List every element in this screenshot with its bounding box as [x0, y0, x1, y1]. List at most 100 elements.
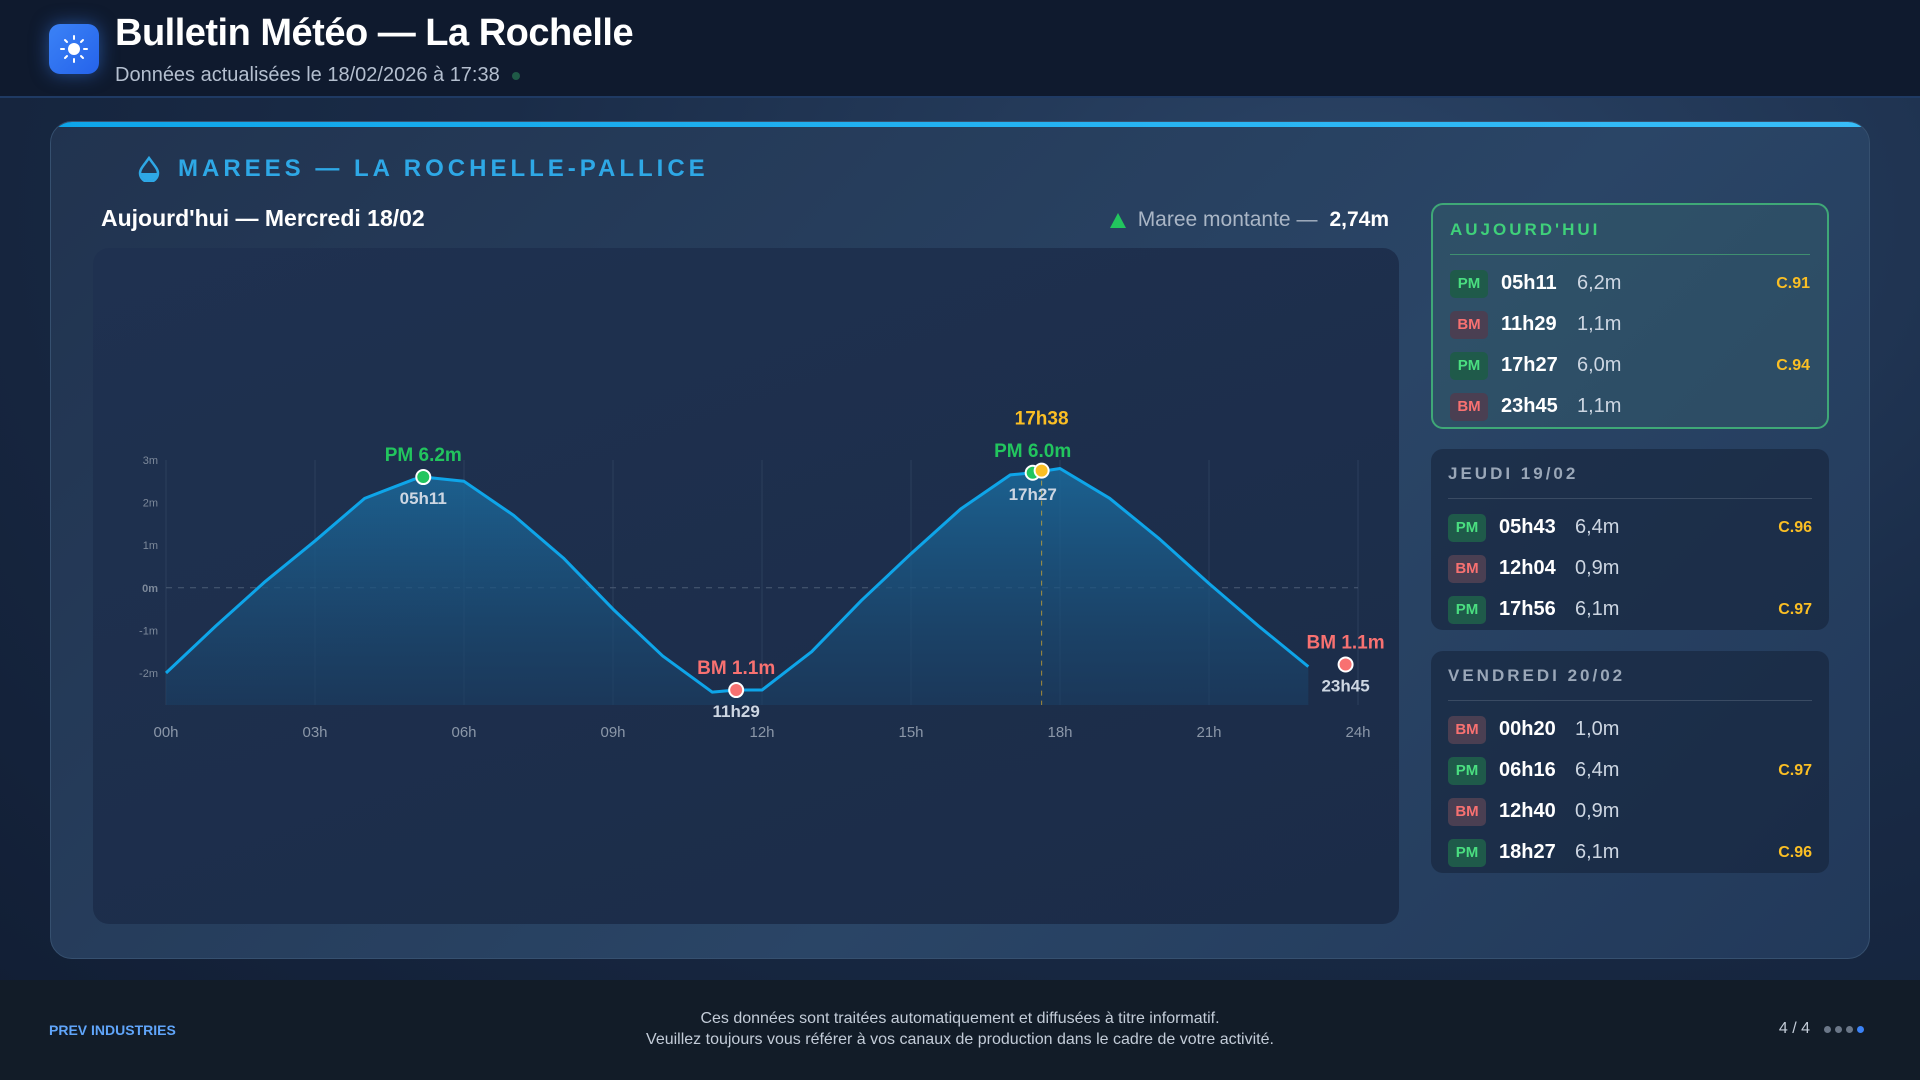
- tide-time: 23h45: [1501, 395, 1558, 417]
- x-tick-label: 15h: [898, 724, 923, 741]
- tide-chart-svg: 00h 03h 06h 09h 12h 15h 18h 21h 24h 3m 2m 1m 0m -1m -2…: [139, 409, 1385, 741]
- y-tick-label: 0m: [142, 583, 158, 595]
- tide-marker-bm: [728, 682, 745, 699]
- section-title: MAREES — LA ROCHELLE-PALLICE: [138, 155, 709, 183]
- tide-coefficient: C.96: [1778, 518, 1812, 536]
- tide-type-badge: PM: [1450, 351, 1488, 380]
- disclaimer: Ces données sont traitées automatiquemen…: [0, 1008, 1920, 1050]
- tide-height: 0,9m: [1575, 800, 1620, 822]
- tide-time: 00h20: [1499, 718, 1556, 740]
- disclaimer-line-2: Veuillez toujours vous référer à vos can…: [646, 1031, 1274, 1048]
- last-updated-text: Données actualisées le 18/02/2026 à 17:3…: [115, 64, 500, 86]
- tide-time: 06h16: [1499, 759, 1556, 781]
- page-dot[interactable]: [1824, 1025, 1831, 1033]
- tide-time: 12h04: [1499, 557, 1556, 579]
- tide-height: 1,0m: [1575, 718, 1620, 740]
- x-tick-label: 18h: [1047, 724, 1072, 741]
- page-number: 4 / 4: [1778, 1020, 1810, 1037]
- day-title: Aujourd'hui — Mercredi 18/02: [101, 205, 425, 231]
- tide-area: [166, 468, 1309, 705]
- tide-type-badge: BM: [1448, 715, 1486, 744]
- tide-marker-label: PM 6.0m: [994, 441, 1071, 462]
- live-indicator: [511, 71, 520, 80]
- tide-time: 12h40: [1499, 800, 1556, 822]
- tide-marker-pm: [415, 469, 432, 486]
- footer: PREV INDUSTRIES Ces données sont traitée…: [0, 980, 1920, 1080]
- tide-type-badge: PM: [1448, 756, 1486, 785]
- disclaimer-line-1: Ces données sont traitées automatiquemen…: [700, 1010, 1220, 1027]
- tide-marker-bm: [1337, 656, 1354, 673]
- tide-row: PM 05h43 6,4m C.96: [1448, 507, 1812, 548]
- tide-type-badge: PM: [1450, 269, 1488, 298]
- tide-marker-time: 11h29: [713, 702, 760, 721]
- tide-marker-time: 23h45: [1321, 676, 1369, 695]
- card-friday: VENDREDI 20/02 BM 00h20 1,0m PM 06h16 6,4m C.9…: [1431, 651, 1829, 873]
- tide-marker-label: PM 6.2m: [385, 445, 462, 466]
- tide-type-badge: PM: [1448, 838, 1486, 867]
- x-tick-label: 21h: [1196, 724, 1221, 741]
- card-title: JEUDI 19/02: [1448, 449, 1812, 499]
- tide-row: BM 12h04 0,9m: [1448, 548, 1812, 589]
- x-tick-label: 00h: [153, 724, 178, 741]
- page-dot[interactable]: [1846, 1025, 1853, 1033]
- page-title: Bulletin Météo — La Rochelle: [115, 12, 634, 54]
- tide-time: 17h56: [1499, 598, 1556, 620]
- now-marker-label: 17h38: [1015, 409, 1069, 430]
- sun-icon: [49, 24, 99, 74]
- x-tick-label: 03h: [302, 724, 327, 741]
- tide-time: 17h27: [1501, 354, 1558, 376]
- tide-height: 6,2m: [1577, 272, 1622, 294]
- tide-height: 6,4m: [1575, 759, 1620, 781]
- trend-value: 2,74m: [1329, 208, 1389, 231]
- tide-type-badge: PM: [1448, 513, 1486, 542]
- tide-row: PM 18h27 6,1m C.96: [1448, 832, 1812, 873]
- x-tick-label: 09h: [600, 724, 625, 741]
- tide-chart: 00h 03h 06h 09h 12h 15h 18h 21h 24h 3m 2m 1m 0m -1m -2…: [93, 248, 1399, 924]
- tide-type-badge: BM: [1448, 554, 1486, 583]
- page-dot[interactable]: [1835, 1025, 1842, 1033]
- header: Bulletin Météo — La Rochelle Données act…: [0, 0, 1920, 98]
- tide-type-badge: BM: [1450, 392, 1488, 421]
- y-tick-label: 3m: [143, 455, 158, 467]
- tide-type-badge: BM: [1448, 797, 1486, 826]
- tide-trend: Maree montante — 2,74m: [1109, 208, 1389, 232]
- y-tick-label: 1m: [143, 540, 158, 552]
- card-thursday: JEUDI 19/02 PM 05h43 6,4m C.96 BM 12h04 0,9m PM…: [1431, 449, 1829, 630]
- section-title-text: MAREES — LA ROCHELLE-PALLICE: [178, 155, 709, 182]
- tide-time: 05h11: [1501, 272, 1557, 294]
- tide-marker-label: BM 1.1m: [1307, 632, 1385, 653]
- tide-coefficient: C.97: [1778, 761, 1812, 779]
- tide-row: PM 06h16 6,4m C.97: [1448, 750, 1812, 791]
- tide-height: 6,1m: [1575, 598, 1620, 620]
- tide-height: 1,1m: [1577, 313, 1622, 335]
- tide-row: PM 17h56 6,1m C.97: [1448, 589, 1812, 630]
- tide-row: BM 00h20 1,0m: [1448, 709, 1812, 750]
- tide-height: 6,4m: [1575, 516, 1620, 538]
- tide-height: 6,1m: [1575, 841, 1620, 863]
- page-dot[interactable]: [1857, 1025, 1864, 1033]
- y-tick-label: -1m: [139, 625, 158, 637]
- tide-time: 18h27: [1499, 841, 1556, 863]
- rising-arrow-icon: [1109, 212, 1126, 228]
- tides-panel: MAREES — LA ROCHELLE-PALLICE Aujourd'hui…: [50, 121, 1870, 959]
- tide-marker-label: BM 1.1m: [697, 658, 775, 679]
- x-tick-label: 12h: [749, 724, 774, 741]
- tide-time: 05h43: [1499, 516, 1556, 538]
- tide-marker-time: 05h11: [400, 489, 447, 508]
- tide-coefficient: C.97: [1778, 600, 1812, 618]
- tide-height: 6,0m: [1577, 354, 1622, 376]
- tide-type-badge: PM: [1448, 595, 1486, 624]
- tide-coefficient: C.96: [1778, 843, 1812, 861]
- card-title: AUJOURD'HUI: [1450, 205, 1810, 255]
- y-tick-label: -2m: [139, 668, 158, 680]
- tide-height: 0,9m: [1575, 557, 1620, 579]
- last-updated: Données actualisées le 18/02/2026 à 17:3…: [115, 64, 520, 87]
- card-today: AUJOURD'HUI PM 05h11 6,2m C.91 BM 11h29 1,1m PM…: [1431, 203, 1829, 429]
- x-tick-label: 24h: [1345, 724, 1370, 741]
- tide-coefficient: C.91: [1776, 274, 1810, 292]
- tide-height: 1,1m: [1577, 395, 1622, 417]
- page-indicator: 4 / 4: [1779, 1020, 1864, 1038]
- water-drop-icon: [138, 156, 160, 182]
- y-tick-label: 2m: [143, 498, 158, 510]
- trend-label: Maree montante —: [1137, 208, 1318, 231]
